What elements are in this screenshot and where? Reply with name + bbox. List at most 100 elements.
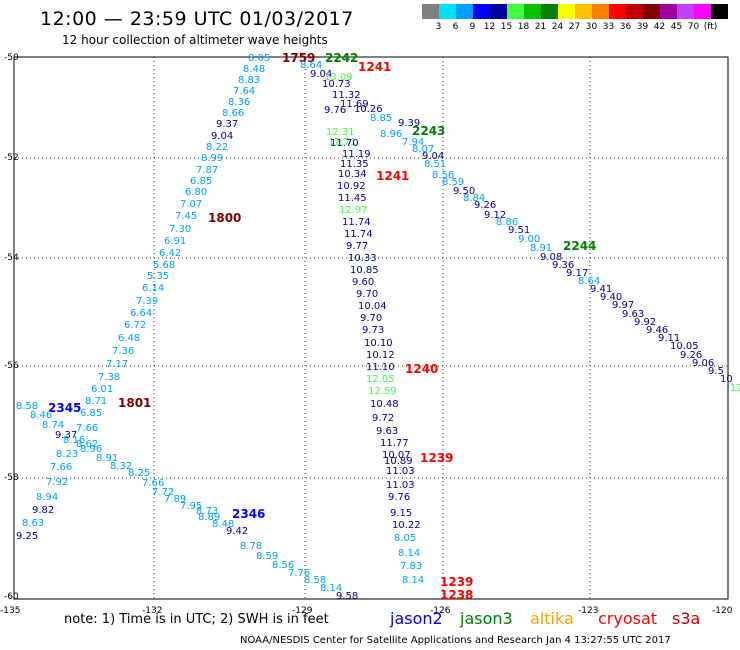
wave-height-value: 7.66 — [142, 478, 165, 489]
scale-label: 24 — [551, 22, 564, 32]
wave-height-value: 9.37 — [55, 430, 78, 441]
wave-height-value: 8.62 — [76, 439, 99, 450]
wave-height-value: 9.76 — [324, 105, 347, 116]
wave-height-value: 9.36 — [552, 260, 575, 271]
wave-height-value: 9.60 — [352, 277, 375, 288]
wave-height-value: 8.32 — [110, 461, 133, 472]
scale-swatch — [660, 4, 677, 19]
wave-height-value: 8.14 — [402, 575, 425, 586]
time-label: 2346 — [232, 507, 266, 521]
wave-height-value: 11.19 — [342, 149, 371, 160]
wave-height-value: 10.22 — [392, 520, 421, 531]
wave-height-value: 8.64 — [578, 276, 601, 287]
time-label: 1239 — [420, 451, 454, 465]
wave-height-value: 8.07 — [412, 144, 435, 155]
scale-swatch — [609, 4, 626, 19]
wave-height-value: 11.74 — [344, 229, 373, 240]
lon-label: -129 — [292, 606, 313, 616]
wave-height-value: 11.10 — [366, 362, 395, 373]
time-label: 1801 — [118, 396, 152, 410]
wave-height-value: 8.86 — [496, 217, 519, 228]
wave-height-value: 7.17 — [106, 359, 129, 370]
wave-height-value: 11.03 — [386, 466, 415, 477]
wave-height-value: 8.64 — [300, 60, 323, 71]
wave-height-value: 8.16 — [63, 435, 86, 446]
wave-height-value: 10.12 — [366, 350, 395, 361]
wave-height-value: 8.59 — [442, 177, 465, 188]
wave-height-value: 8.94 — [36, 492, 59, 503]
lon-label: -126 — [430, 606, 451, 616]
wave-height-value: 6.01 — [91, 384, 114, 395]
lat-label: -54 — [4, 253, 19, 263]
wave-height-value: 8.89 — [198, 512, 221, 523]
scale-swatch — [592, 4, 609, 19]
wave-height-value: 8.14 — [320, 583, 343, 594]
lat-label: -50 — [4, 53, 19, 63]
wave-height-value: 8.74 — [42, 420, 65, 431]
time-label: 2242 — [325, 51, 359, 65]
wave-height-value: 10.85 — [350, 265, 379, 276]
wave-height-value: 8.73 — [196, 506, 219, 517]
wave-height-value: 9.15 — [390, 508, 413, 519]
lat-label: -52 — [4, 153, 19, 163]
wave-height-value: 7.72 — [152, 487, 175, 498]
wave-height-value: 9.11 — [658, 333, 681, 344]
wave-height-value: 11.77 — [380, 438, 409, 449]
wave-height-value: 9.73 — [362, 325, 385, 336]
scale-label: 6 — [452, 22, 459, 32]
wave-height-value: 10.73 — [322, 79, 351, 90]
wave-height-value: 7.83 — [400, 561, 423, 572]
wave-height-value: 10.33 — [348, 253, 377, 264]
scale-swatch — [541, 4, 558, 19]
scale-swatch — [439, 4, 456, 19]
wave-height-value: 8.56 — [272, 560, 295, 571]
wave-height-value: 10.34 — [338, 169, 367, 180]
wave-height-value: 8.05 — [394, 533, 417, 544]
wave-height-value: 8.25 — [128, 468, 151, 479]
wave-height-value: 6.42 — [159, 248, 182, 259]
wave-height-value: 8.48 — [212, 519, 235, 530]
wave-height-value: 7.38 — [98, 372, 121, 383]
wave-height-value: 9.08 — [540, 252, 563, 263]
wave-height-value: 7.36 — [112, 346, 135, 357]
scale-label: 39 — [636, 22, 649, 32]
wave-height-value: 9.77 — [346, 241, 369, 252]
map-title: 12:00 — 23:59 UTC 01/03/2017 — [40, 8, 354, 30]
wave-height-value: 10.26 — [354, 104, 383, 115]
wave-height-value: 7.87 — [196, 165, 219, 176]
scale-label: 15 — [500, 22, 513, 32]
wave-height-value: 7.66 — [50, 462, 73, 473]
legend-altika: altika — [530, 609, 574, 628]
wave-height-value: 7.39 — [136, 296, 159, 307]
scale-label: 42 — [653, 22, 666, 32]
wave-height-value: 10.04 — [358, 301, 387, 312]
wave-height-value: 12.97 — [339, 205, 368, 216]
scale-label: 3 — [435, 22, 442, 32]
wave-height-value: 8.56 — [432, 170, 455, 181]
lon-label: -120 — [712, 606, 733, 616]
wave-height-value: 8.84 — [463, 193, 486, 204]
scale-label: 70 — [687, 22, 700, 32]
wave-height-value: 7.89 — [164, 494, 187, 505]
wave-height-value: 9.37 — [216, 119, 239, 130]
wave-height-value: 10.48 — [370, 399, 399, 410]
wave-height-value: 12.05 — [366, 374, 395, 385]
wave-height-value: 7.66 — [76, 423, 99, 434]
lon-label: -135 — [0, 606, 21, 616]
wave-height-value: 11.74 — [342, 217, 371, 228]
map-subtitle: 12 hour collection of altimeter wave hei… — [62, 33, 328, 47]
wave-height-value: 11.32 — [332, 90, 361, 101]
wave-height-value: 9.00 — [518, 234, 541, 245]
wave-height-value: 8.71 — [85, 396, 108, 407]
wave-height-value: 8.83 — [238, 75, 261, 86]
wave-height-value: 9.58 — [336, 591, 359, 602]
wave-height-value: 8.99 — [201, 153, 224, 164]
wave-height-value: 8.78 — [240, 541, 263, 552]
footer-credit: NOAA/NESDIS Center for Satellite Applica… — [240, 635, 671, 646]
scale-label: 30 — [585, 22, 598, 32]
wave-height-value: 6.64 — [130, 308, 153, 319]
scale-label: (ft) — [703, 22, 718, 32]
wave-height-value: 7.92 — [46, 477, 69, 488]
wave-height-value: 9.46 — [646, 325, 669, 336]
wave-height-value: 8.22 — [206, 142, 229, 153]
